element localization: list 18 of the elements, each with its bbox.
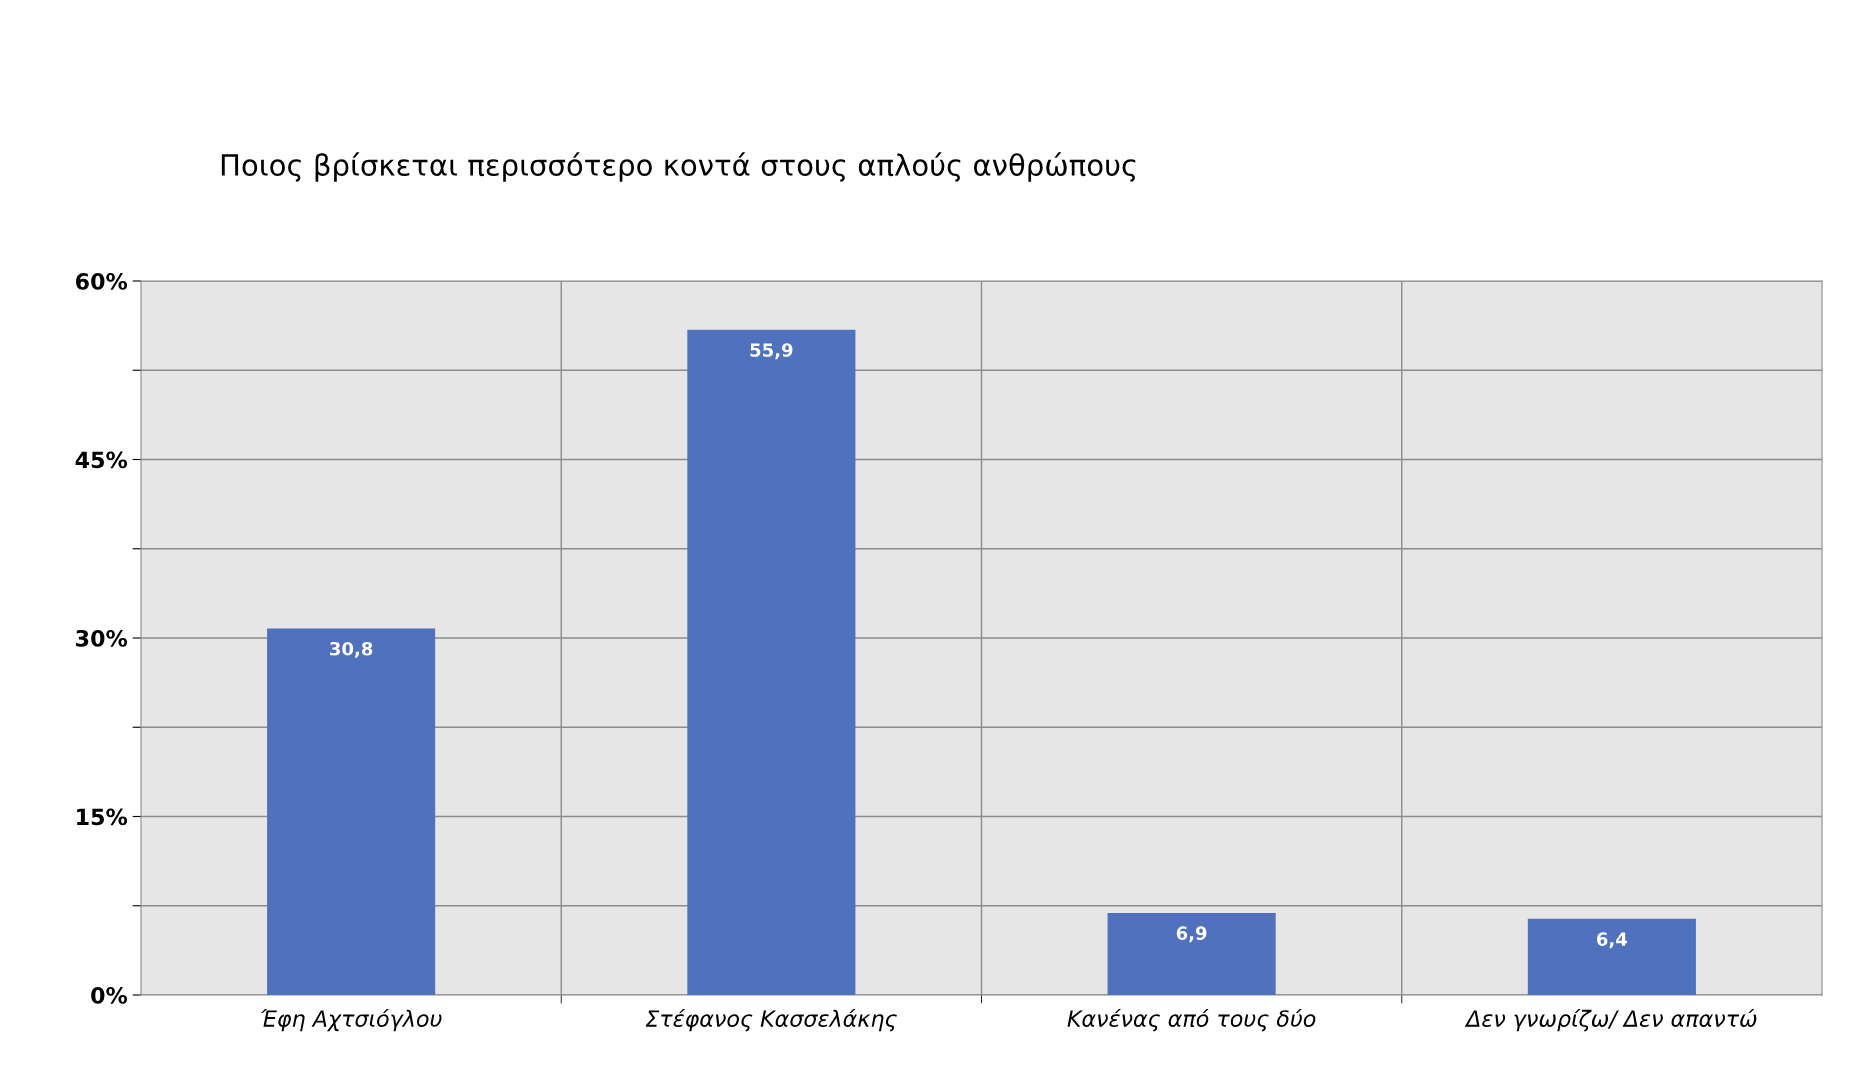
bar [687,329,856,995]
data-label: 30,8 [330,641,373,658]
x-tick-label: Δεν γνωρίζω/ Δεν απαντώ [1464,1008,1757,1032]
x-tick-label: Στέφανος Κασσελάκης [645,1008,897,1032]
y-tick-label: 45% [75,451,128,469]
y-tick-label: 60% [75,272,128,290]
y-tick-label: 15% [77,808,128,826]
data-label: 6,4 [1597,932,1628,949]
chart-title: Ποιος βρίσκεται περισσότερο κοντά στους απλούς ανθρώπους [221,152,1136,182]
bar [267,628,436,995]
x-tick-label: Έφη Αχτσιόγλου [261,1008,442,1032]
data-label: 6,9 [1176,926,1207,943]
bar [1107,912,1276,995]
y-tick-label: 0% [91,986,128,1004]
data-label: 55,9 [750,343,793,360]
y-tick-label: 30% [76,629,128,647]
x-tick-label: Κανένας από τους δύο [1067,1008,1316,1032]
bar [1527,918,1696,995]
